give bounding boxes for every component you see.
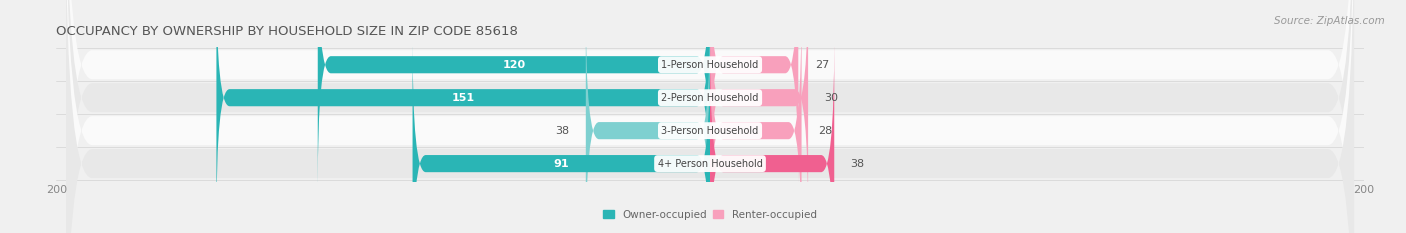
Text: 28: 28 bbox=[818, 126, 832, 136]
FancyBboxPatch shape bbox=[318, 0, 710, 188]
Text: 3-Person Household: 3-Person Household bbox=[661, 126, 759, 136]
Text: 1-Person Household: 1-Person Household bbox=[661, 60, 759, 70]
FancyBboxPatch shape bbox=[710, 0, 808, 221]
Text: 38: 38 bbox=[851, 159, 865, 169]
FancyBboxPatch shape bbox=[710, 0, 799, 188]
Text: 120: 120 bbox=[502, 60, 526, 70]
Text: 4+ Person Household: 4+ Person Household bbox=[658, 159, 762, 169]
Text: 91: 91 bbox=[554, 159, 569, 169]
FancyBboxPatch shape bbox=[710, 7, 801, 233]
Text: 27: 27 bbox=[814, 60, 830, 70]
Text: 2-Person Household: 2-Person Household bbox=[661, 93, 759, 103]
Text: 38: 38 bbox=[555, 126, 569, 136]
FancyBboxPatch shape bbox=[586, 7, 710, 233]
Text: 30: 30 bbox=[824, 93, 838, 103]
FancyBboxPatch shape bbox=[66, 0, 1354, 233]
FancyBboxPatch shape bbox=[66, 0, 1354, 233]
Text: OCCUPANCY BY OWNERSHIP BY HOUSEHOLD SIZE IN ZIP CODE 85618: OCCUPANCY BY OWNERSHIP BY HOUSEHOLD SIZE… bbox=[56, 25, 519, 38]
Text: 151: 151 bbox=[451, 93, 475, 103]
FancyBboxPatch shape bbox=[710, 40, 834, 233]
Legend: Owner-occupied, Renter-occupied: Owner-occupied, Renter-occupied bbox=[599, 206, 821, 224]
FancyBboxPatch shape bbox=[217, 0, 710, 221]
FancyBboxPatch shape bbox=[66, 0, 1354, 233]
Text: Source: ZipAtlas.com: Source: ZipAtlas.com bbox=[1274, 16, 1385, 26]
FancyBboxPatch shape bbox=[412, 40, 710, 233]
FancyBboxPatch shape bbox=[66, 0, 1354, 233]
